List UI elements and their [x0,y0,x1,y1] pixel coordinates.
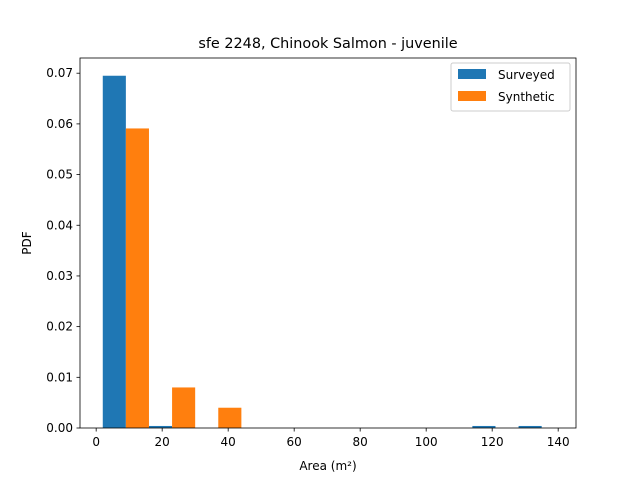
bar-surveyed-9 [518,425,542,428]
y-tick-label: 0.06 [46,117,73,131]
legend-label-surveyed: Surveyed [498,68,555,82]
y-axis-ticks: 0.00 0.01 0.02 0.03 0.04 0.05 0.06 0.07 [46,66,80,435]
x-axis-ticks: 0 20 40 60 80 100 120 140 [92,428,570,449]
y-tick-label: 0.07 [46,66,73,80]
x-tick-label: 100 [415,435,438,449]
x-tick-label: 140 [547,435,570,449]
bar-synthetic-2 [218,407,242,428]
y-tick-label: 0.01 [46,370,73,384]
x-tick-label: 120 [481,435,504,449]
plot-frame [79,57,577,429]
legend-swatch-surveyed [458,69,486,79]
x-axis-label: Area (m²) [299,459,356,473]
legend-label-synthetic: Synthetic [498,90,555,104]
y-axis-label: PDF [20,231,34,254]
bars-group [102,75,542,429]
y-tick-label: 0.00 [46,421,73,435]
x-tick-label: 40 [221,435,236,449]
x-tick-label: 80 [353,435,368,449]
y-tick-label: 0.03 [46,269,73,283]
bar-surveyed-1 [148,425,173,428]
chart-title: sfe 2248, Chinook Salmon - juvenile [198,36,457,52]
x-tick-label: 20 [155,435,170,449]
bar-surveyed-0 [102,75,126,429]
y-tick-label: 0.02 [46,320,73,334]
y-tick-label: 0.04 [46,218,73,232]
bar-synthetic-0 [125,128,149,428]
legend: Surveyed Synthetic [450,62,571,112]
x-tick-label: 60 [287,435,302,449]
x-tick-label: 0 [92,435,100,449]
y-tick-label: 0.05 [46,168,73,182]
bar-synthetic-1 [172,387,196,428]
bar-surveyed-8 [472,425,496,428]
legend-swatch-synthetic [458,91,486,101]
